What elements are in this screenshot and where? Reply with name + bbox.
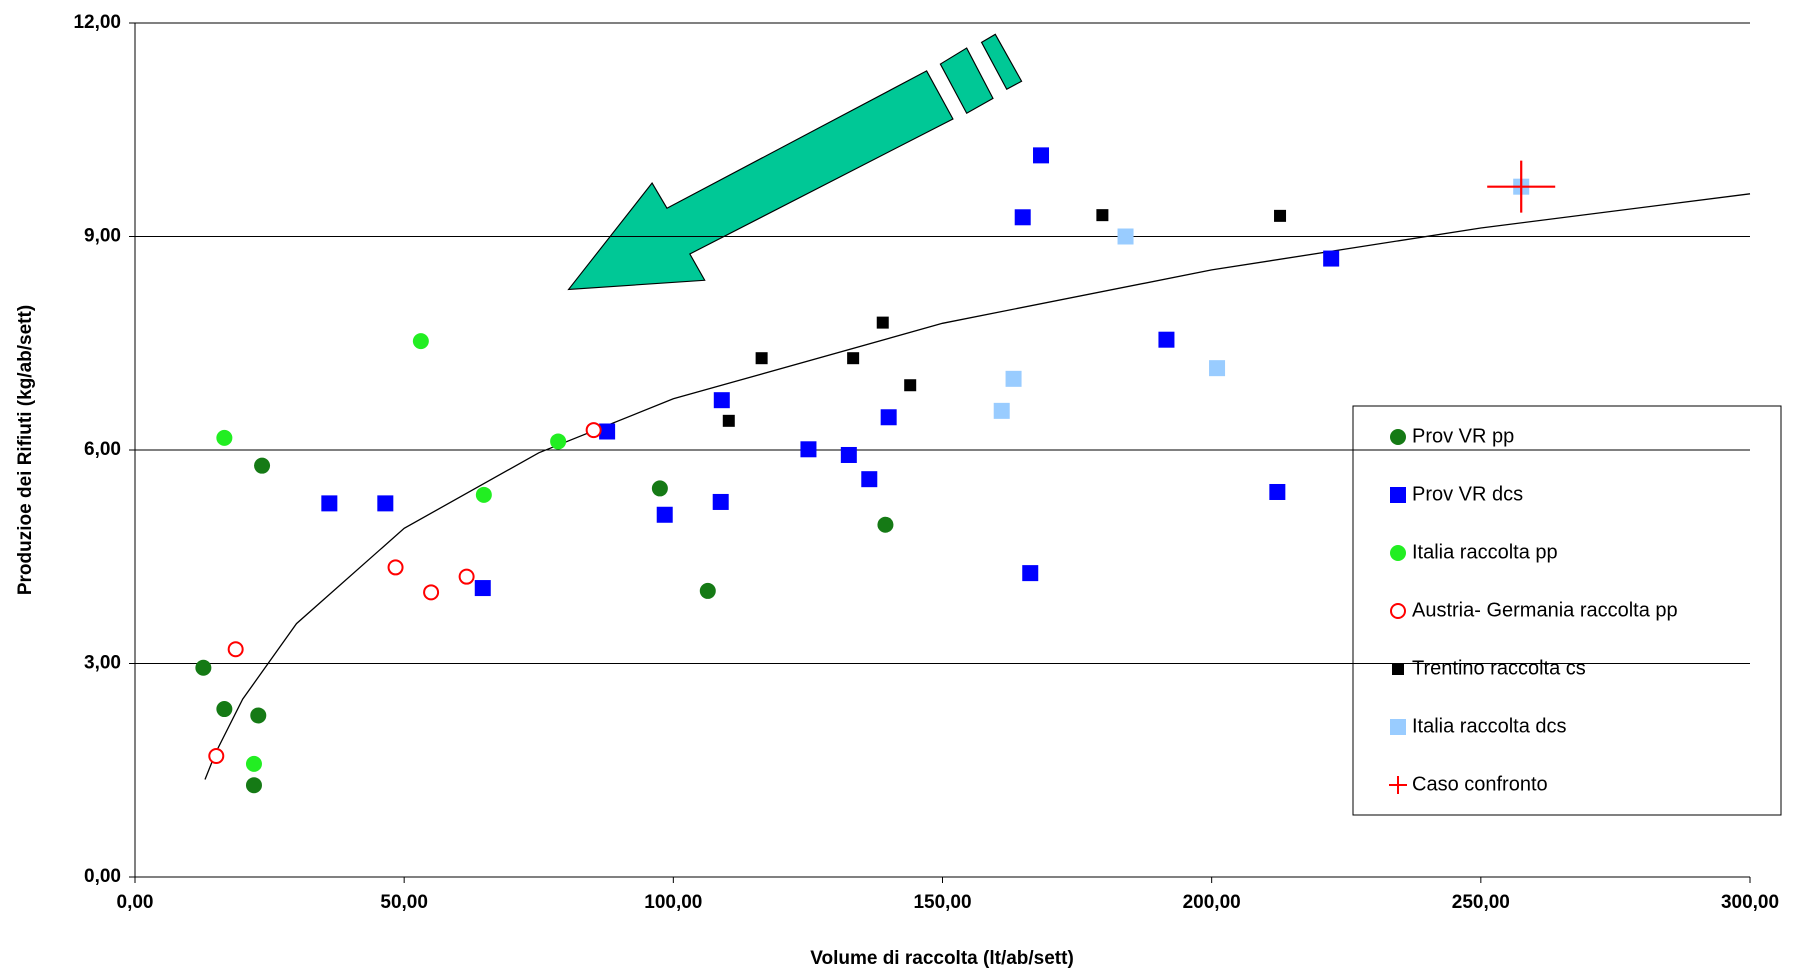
trendline [204,193,1751,780]
data-point [321,495,338,512]
data-point [585,422,602,439]
arrow-stripe [939,47,994,115]
y-tick-label: 9,00 [84,226,121,247]
x-tick-label: 0,00 [117,892,154,913]
data-point [387,559,404,576]
data-point [216,701,233,718]
x-tick-label: 200,00 [1183,892,1241,913]
data-point [904,379,917,392]
legend-marker [1390,719,1406,735]
data-point [216,429,233,446]
data-point [195,659,212,676]
data-point [1158,331,1175,348]
data-point [423,584,440,601]
data-point [1033,147,1050,164]
legend-marker [1389,776,1407,794]
data-point [550,433,567,450]
data-point [1014,209,1031,226]
x-tick-label: 50,00 [380,892,428,913]
data-point [208,748,225,765]
data-point [877,516,894,533]
data-point [1274,209,1287,222]
x-tick-label: 250,00 [1452,892,1510,913]
legend-marker [1390,545,1406,561]
data-point [847,352,860,365]
y-tick-label: 6,00 [84,439,121,460]
legend-label: Italia raccolta pp [1412,541,1558,563]
data-point [656,506,673,523]
data-point [1209,360,1226,377]
legend-marker [1390,429,1406,445]
data-point [1117,228,1134,245]
data-point [880,409,897,426]
x-tick-label: 100,00 [644,892,702,913]
legend-label: Caso confronto [1412,773,1548,795]
arrow-decoration [567,33,1023,291]
data-point [722,414,735,427]
legend-marker [1390,487,1406,503]
data-point [840,446,857,463]
y-tick-label: 0,00 [84,866,121,887]
arrow [567,70,954,291]
x-axis-label: Volume di raccolta (lt/ab/sett) [810,948,1074,969]
data-point [1005,370,1022,387]
data-point [1022,565,1039,582]
y-axis-label: Produzioe dei Rifiuti (kg/ab/sett) [15,305,36,595]
legend-marker [1392,663,1404,675]
legend-label: Italia raccolta dcs [1412,715,1567,737]
x-tick-label: 300,00 [1721,892,1779,913]
data-point [699,582,716,599]
data-point [1269,483,1286,500]
data-point [458,568,475,585]
data-point [1487,160,1556,213]
data-point [861,471,878,488]
data-point [1096,209,1109,222]
data-point [227,641,244,658]
data-point [475,486,492,503]
data-point [876,316,889,329]
arrow-stripe [980,33,1023,91]
data-point [651,480,668,497]
y-tick-label: 3,00 [84,653,121,674]
y-tick-label: 12,00 [73,12,121,33]
data-point [245,777,262,794]
legend-label: Trentino raccolta cs [1412,657,1586,679]
legend-label: Austria- Germania raccolta pp [1412,599,1678,621]
data-point [250,707,267,724]
legend-marker [1390,603,1406,619]
data-point [993,402,1010,419]
legend-label: Prov VR dcs [1412,483,1523,505]
data-point [412,333,429,350]
data-point [245,755,262,772]
data-point [474,580,491,597]
legend-label: Prov VR pp [1412,425,1514,447]
data-point [254,457,271,474]
data-point [713,392,730,409]
data-point [800,441,817,458]
data-point [377,495,394,512]
x-tick-label: 150,00 [913,892,971,913]
data-point [755,352,768,365]
data-point [1323,250,1340,267]
data-point [599,423,616,440]
data-point [712,493,729,510]
legend-box [1352,405,1782,816]
